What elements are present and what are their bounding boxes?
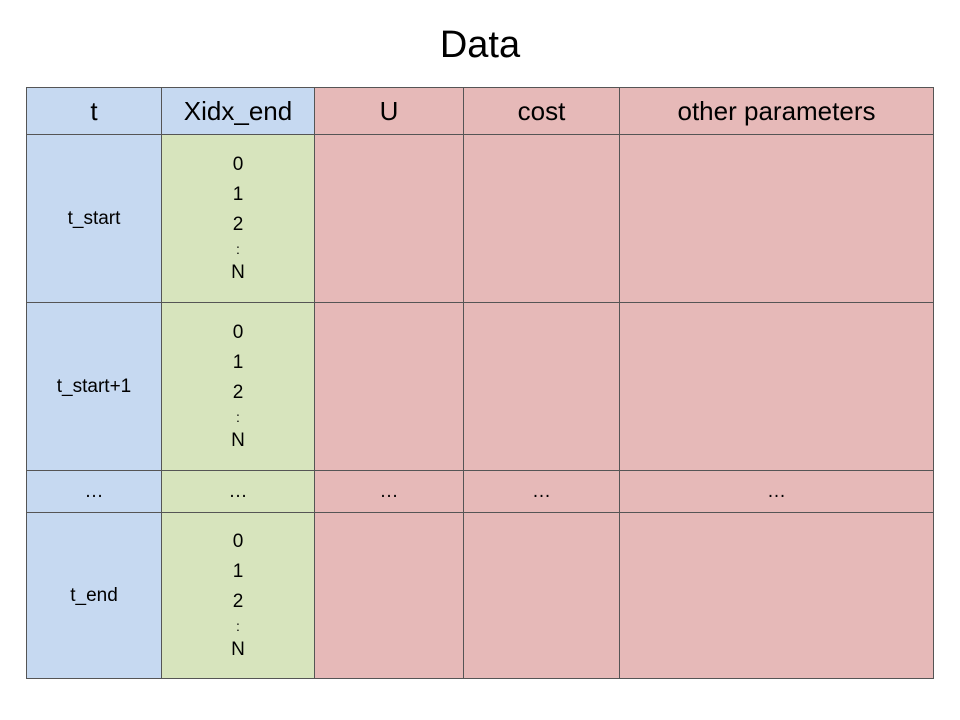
- index-value: 0: [232, 153, 244, 175]
- cell-xidx-end: 0 1 2 : N: [161, 512, 315, 679]
- index-list: 0 1 2 : N: [162, 150, 314, 288]
- index-value: N: [231, 261, 245, 283]
- index-continuation: :: [236, 617, 240, 634]
- table-row: t_end 0 1 2 : N: [26, 512, 934, 679]
- cell-t: t_start: [26, 134, 162, 303]
- index-value: 2: [232, 213, 244, 235]
- cell-u: [314, 512, 464, 679]
- ellipsis-row: … … … … …: [26, 470, 934, 513]
- header-u: U: [314, 87, 464, 135]
- cell-xidx-end: 0 1 2 : N: [161, 302, 315, 471]
- cell-cost: [463, 512, 620, 679]
- index-continuation: :: [236, 408, 240, 425]
- ellipsis-cell: …: [161, 470, 315, 513]
- index-list: 0 1 2 : N: [162, 527, 314, 665]
- cell-cost: [463, 302, 620, 471]
- cell-u: [314, 302, 464, 471]
- table-row: t_start 0 1 2 : N: [26, 134, 934, 303]
- header-row: t Xidx_end U cost other parameters: [26, 87, 934, 135]
- cell-t: t_end: [26, 512, 162, 679]
- index-value: 2: [232, 590, 244, 612]
- index-value: N: [231, 429, 245, 451]
- ellipsis-cell: …: [26, 470, 162, 513]
- page-title: Data: [439, 24, 521, 66]
- index-value: N: [231, 638, 245, 660]
- header-other-parameters: other parameters: [619, 87, 934, 135]
- cell-other-parameters: [619, 302, 934, 471]
- index-value: 1: [232, 560, 244, 582]
- ellipsis-cell: …: [314, 470, 464, 513]
- cell-xidx-end: 0 1 2 : N: [161, 134, 315, 303]
- header-t: t: [26, 87, 162, 135]
- ellipsis-cell: …: [619, 470, 934, 513]
- table-row: t_start+1 0 1 2 : N: [26, 302, 934, 471]
- cell-other-parameters: [619, 512, 934, 679]
- index-value: 1: [232, 351, 244, 373]
- cell-t: t_start+1: [26, 302, 162, 471]
- index-list: 0 1 2 : N: [162, 318, 314, 456]
- index-value: 2: [232, 381, 244, 403]
- ellipsis-cell: …: [463, 470, 620, 513]
- index-value: 1: [232, 183, 244, 205]
- header-xidx-end: Xidx_end: [161, 87, 315, 135]
- index-value: 0: [232, 321, 244, 343]
- cell-cost: [463, 134, 620, 303]
- index-continuation: :: [236, 240, 240, 257]
- header-cost: cost: [463, 87, 620, 135]
- cell-u: [314, 134, 464, 303]
- data-table: t Xidx_end U cost other parameters t_sta…: [26, 87, 934, 679]
- index-value: 0: [232, 530, 244, 552]
- cell-other-parameters: [619, 134, 934, 303]
